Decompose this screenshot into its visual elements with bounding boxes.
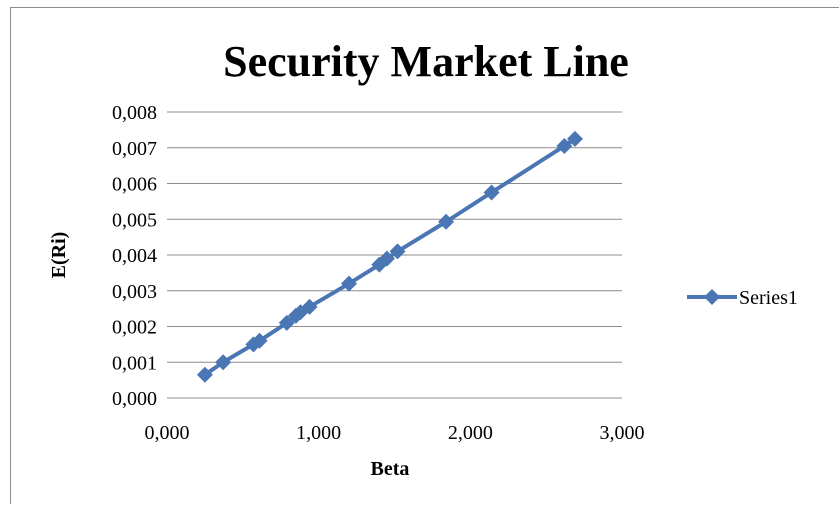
chart-area: Security Market Line 0,000 0,001 0,002 0,00… <box>10 7 839 504</box>
series-layer <box>196 130 583 383</box>
legend-marker <box>704 289 720 305</box>
data-point <box>566 130 583 147</box>
data-point <box>278 314 295 331</box>
data-point <box>483 184 500 201</box>
x-axis-title: Beta <box>371 458 410 480</box>
data-point <box>196 366 213 383</box>
x-tick-label: 3,000 <box>600 422 645 444</box>
data-point <box>215 354 232 371</box>
data-point <box>301 298 318 315</box>
y-tick-label: 0,004 <box>112 245 157 267</box>
data-point <box>341 275 357 292</box>
x-tick-label: 0,000 <box>145 422 190 444</box>
y-tick-label: 0,006 <box>112 174 157 196</box>
data-point <box>438 213 455 230</box>
y-tick-label: 0,007 <box>112 138 157 160</box>
legend: Series1 <box>687 287 798 309</box>
y-tick-label: 0,000 <box>112 388 157 410</box>
y-axis-ticks: 0,000 0,001 0,002 0,003 0,004 0,005 0,006 0,007… <box>112 102 157 410</box>
x-tick-label: 2,000 <box>448 422 493 444</box>
data-point <box>389 243 406 260</box>
data-point <box>245 336 262 353</box>
y-tick-label: 0,002 <box>112 317 157 339</box>
y-tick-label: 0,001 <box>112 352 157 374</box>
x-axis-ticks: 0,000 1,000 2,000 3,000 <box>145 422 645 444</box>
y-axis-title: E(Ri) <box>48 232 70 279</box>
data-point <box>251 332 268 349</box>
y-tick-label: 0,008 <box>112 102 157 124</box>
data-point <box>378 250 395 267</box>
data-point <box>556 137 573 154</box>
chart-svg: Security Market Line 0,0000,0010,0020,00… <box>48 37 798 480</box>
legend-label: Series1 <box>739 287 798 309</box>
x-tick-label: 1,000 <box>296 422 341 444</box>
y-tick-label: 0,003 <box>112 281 157 303</box>
y-tick-label: 0,005 <box>112 209 157 231</box>
chart-title: Security Market Line <box>223 37 629 86</box>
